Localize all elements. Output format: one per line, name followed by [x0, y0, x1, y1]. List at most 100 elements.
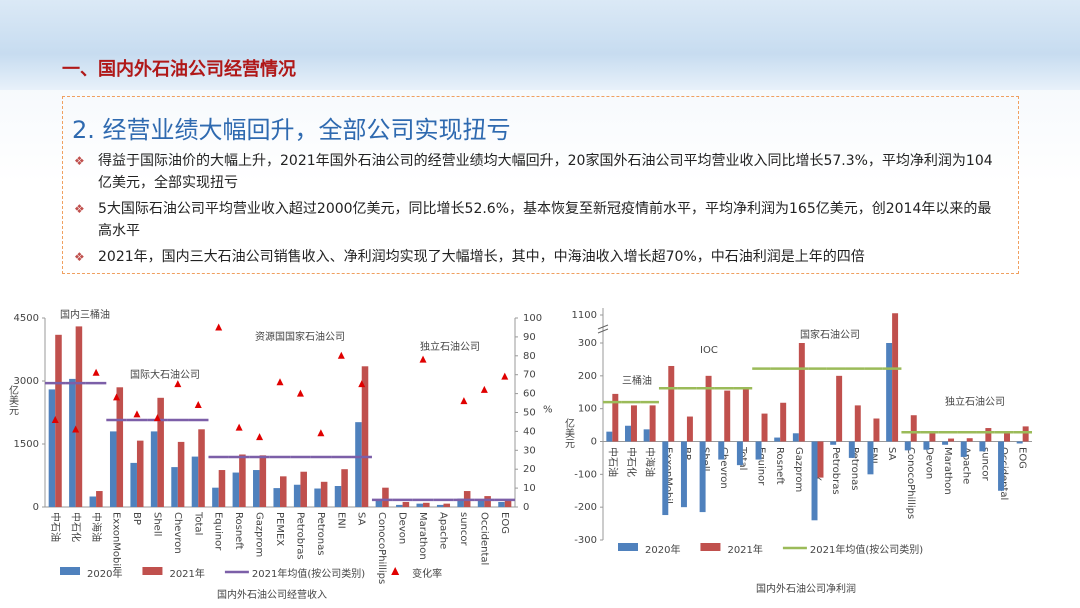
bar	[742, 388, 749, 442]
bar	[402, 501, 410, 507]
legend-label: 2021年均值(按公司类别)	[810, 543, 923, 556]
bar	[892, 313, 899, 442]
change-marker	[113, 393, 121, 401]
bar	[320, 481, 328, 507]
bar	[625, 425, 631, 442]
bar	[150, 431, 158, 507]
bar	[867, 441, 874, 475]
bar	[171, 467, 178, 507]
bar	[212, 487, 219, 507]
group-annotation: 国家石油公司	[800, 328, 860, 341]
y-tick-label: 4500	[14, 313, 39, 324]
bar	[457, 498, 464, 507]
bar	[886, 343, 893, 442]
x-tick-label: Marathon	[942, 447, 953, 495]
bar	[69, 378, 76, 507]
change-marker	[92, 368, 100, 376]
bar	[699, 441, 706, 513]
x-tick-label: Petronas	[849, 447, 860, 490]
bar	[985, 428, 992, 442]
y-axis-label: 亿美元	[563, 417, 575, 448]
bar	[817, 441, 824, 478]
y2-axis-label: %	[543, 405, 553, 416]
legend-label: 2021年	[169, 567, 204, 580]
y2-tick-label: 70	[523, 370, 536, 381]
bar	[498, 501, 505, 507]
y2-tick-label: 90	[523, 332, 536, 343]
bar	[396, 504, 403, 507]
change-marker	[460, 397, 468, 405]
y-tick-label: 0	[591, 437, 597, 448]
bar	[116, 387, 124, 507]
change-marker	[358, 380, 366, 388]
bar	[755, 441, 762, 460]
bar	[998, 441, 1005, 491]
change-marker	[419, 355, 427, 363]
y-tick-label: -100	[574, 469, 597, 480]
bar	[904, 441, 911, 451]
y-tick-label: 0	[33, 502, 39, 513]
bar	[484, 496, 491, 507]
bullet: 得益于国际油价的大幅上升，2021年国外石油公司的经营业绩均大幅回升，20家国外…	[74, 150, 1004, 194]
bar	[780, 402, 787, 442]
legend-label: 变化率	[412, 567, 442, 580]
y2-tick-label: 100	[523, 313, 542, 324]
bar	[774, 437, 781, 442]
x-tick-label: Equinor	[213, 512, 224, 551]
y-tick-label: 300	[578, 338, 597, 349]
bar	[612, 393, 619, 442]
bar	[96, 491, 103, 507]
x-tick-label: Shell	[151, 512, 162, 536]
bar	[293, 484, 301, 507]
bar	[680, 441, 687, 508]
bar	[239, 454, 246, 507]
x-tick-label: Petrobras	[830, 447, 841, 495]
x-tick-label: suncor	[979, 447, 990, 482]
y2-tick-label: 10	[523, 483, 536, 494]
x-tick-label: ENI	[335, 512, 346, 529]
y2-tick-label: 40	[523, 426, 536, 437]
x-tick-label: Petronas	[315, 512, 326, 555]
change-marker	[296, 389, 304, 397]
x-tick-label: Rosneft	[774, 447, 785, 485]
bar	[1016, 441, 1023, 444]
bar	[504, 499, 512, 507]
x-tick-label: Occidental	[478, 512, 489, 565]
bar	[218, 470, 226, 507]
bar	[477, 499, 485, 507]
y2-tick-label: 50	[523, 408, 536, 419]
bar	[1004, 433, 1010, 442]
bar	[232, 472, 240, 507]
x-tick-label: Gazprom	[793, 447, 804, 492]
bar	[157, 397, 164, 507]
bar	[854, 405, 861, 442]
group-annotation: 资源国国家石油公司	[255, 330, 345, 343]
text-box	[62, 96, 1019, 274]
legend-label: 2020年	[87, 567, 122, 580]
bar	[382, 487, 389, 507]
bar	[960, 441, 967, 457]
bar	[761, 413, 768, 442]
group-annotation: 独立石油公司	[945, 395, 1005, 408]
bar	[792, 433, 799, 442]
bar	[191, 456, 199, 507]
change-marker	[276, 378, 284, 386]
x-tick-label: 中石化	[70, 512, 83, 542]
legend-swatch	[618, 543, 638, 551]
bar	[929, 432, 936, 442]
bullet-list: 得益于国际油价的大幅上升，2021年国外石油公司的经营业绩均大幅回升，20家国外…	[74, 150, 1004, 272]
y2-tick-label: 60	[523, 389, 536, 400]
bar	[979, 441, 986, 452]
change-marker	[337, 351, 345, 359]
bar	[948, 438, 955, 442]
axis-break	[597, 324, 609, 334]
y2-tick-label: 20	[523, 464, 536, 475]
y2-tick-label: 0	[523, 502, 529, 513]
x-tick-label: Chevron	[718, 447, 729, 489]
x-tick-label: Apache	[961, 447, 972, 484]
bar	[273, 488, 280, 507]
bar	[416, 503, 424, 507]
bar	[75, 326, 83, 507]
x-tick-label: ConocoPhillips	[905, 447, 916, 519]
y2-tick-label: 30	[523, 445, 536, 456]
